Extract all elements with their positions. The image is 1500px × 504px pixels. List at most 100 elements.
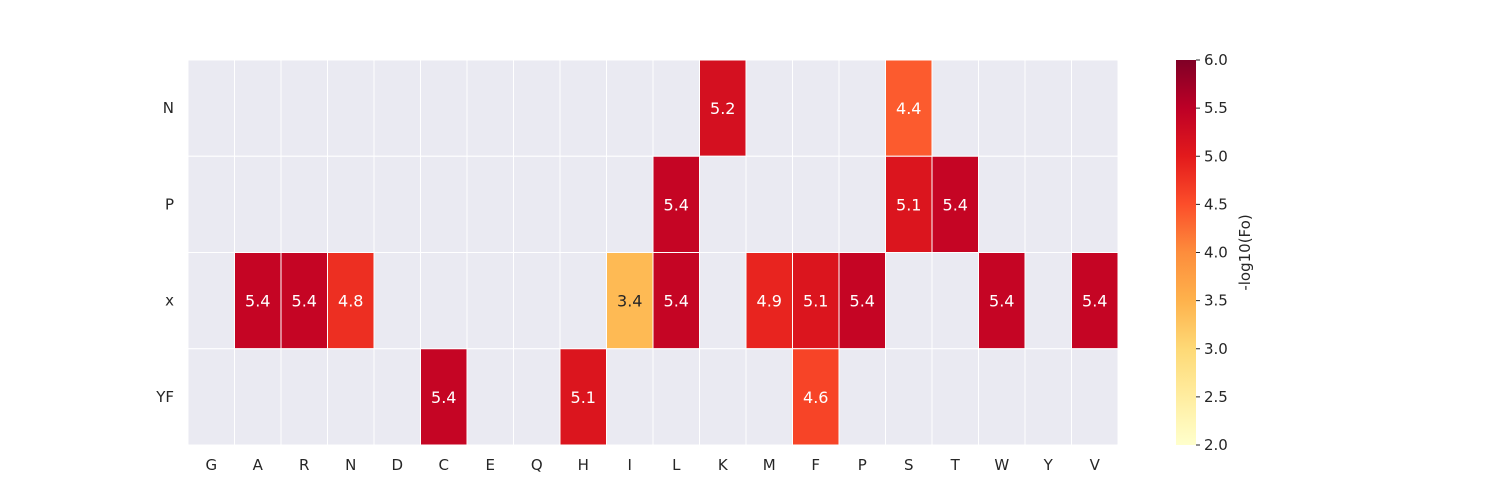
x-tick-label: M — [763, 456, 776, 474]
heatmap-cell-empty — [652, 348, 700, 446]
cell-value-label: 4.8 — [338, 292, 363, 311]
heatmap-cell-empty — [513, 252, 561, 350]
heatmap-cell-empty — [699, 348, 747, 446]
heatmap-cell-empty — [420, 155, 468, 253]
x-tick-label: Y — [1043, 456, 1054, 474]
heatmap-cell — [792, 348, 840, 446]
heatmap-cell-empty — [885, 252, 933, 350]
x-tick-label: T — [950, 456, 961, 474]
cell-value-label: 5.4 — [664, 292, 689, 311]
heatmap-cell-empty — [1024, 252, 1072, 350]
heatmap-cell-empty — [838, 59, 886, 157]
heatmap-cell — [420, 348, 468, 446]
heatmap-cell-empty — [931, 348, 979, 446]
heatmap-cell-empty — [373, 155, 421, 253]
heatmap-cell — [699, 59, 747, 157]
heatmap-cell-empty — [838, 348, 886, 446]
y-axis-ticks: N Px YF — [155, 99, 174, 406]
heatmap-cell — [978, 252, 1026, 350]
cell-value-label: 5.1 — [571, 388, 596, 407]
heatmap-cell-empty — [466, 155, 514, 253]
heatmap-cell-empty — [745, 59, 793, 157]
heatmap-cell-empty — [513, 155, 561, 253]
heatmap-cell-empty — [234, 155, 282, 253]
heatmap-cell-empty — [234, 348, 282, 446]
heatmap-cell-empty — [559, 59, 607, 157]
x-tick-label: D — [391, 456, 403, 474]
colorbar-tick-label: 6.0 — [1204, 51, 1228, 69]
heatmap-cell-empty — [373, 348, 421, 446]
heatmap-cell-empty — [885, 348, 933, 446]
heatmap-cell-empty — [187, 59, 235, 157]
cell-annotations: 5.2 4.4 5.4 5.1 5.4 5.4 5.4 4.8 3.4 5.4 4.9 5.1 5.4 5… — [245, 99, 1107, 407]
heatmap-cell-empty — [745, 348, 793, 446]
y-tick-label: P — [165, 195, 174, 213]
heatmap-cell-empty — [931, 252, 979, 350]
x-tick-label: E — [486, 456, 495, 474]
heatmap-cell-empty — [606, 155, 654, 253]
heatmap-cell-empty — [699, 252, 747, 350]
x-tick-label: P — [858, 456, 867, 474]
heatmap-cell-empty — [978, 155, 1026, 253]
colorbar-tick-label: 4.0 — [1204, 244, 1228, 262]
colorbar-tick-label: 4.5 — [1204, 195, 1228, 213]
y-tick-label: x — [165, 292, 174, 310]
colorbar-ticks: 2.0 2.5 3.0 3.5 4.0 4.5 5.0 5.5 6.0 — [1196, 51, 1228, 454]
heatmap-cell-empty — [838, 155, 886, 253]
cell-value-label: 5.4 — [664, 195, 689, 214]
cell-value-label: 4.9 — [757, 292, 782, 311]
heatmap-cell-empty — [466, 252, 514, 350]
heatmap-cell-empty — [745, 155, 793, 253]
heatmap-cell-empty — [280, 155, 328, 253]
heatmap-cell-empty — [606, 59, 654, 157]
x-tick-label: R — [299, 456, 309, 474]
colorbar-tick-label: 2.5 — [1204, 388, 1228, 406]
heatmap-cell-empty — [652, 59, 700, 157]
heatmap-cell-empty — [327, 59, 375, 157]
x-tick-label: L — [672, 456, 681, 474]
heatmap-cell-empty — [699, 155, 747, 253]
heatmap-cell-empty — [513, 59, 561, 157]
heatmap-cells — [187, 59, 1119, 446]
heatmap-cell-empty — [1024, 155, 1072, 253]
heatmap-cell-empty — [559, 155, 607, 253]
heatmap-cell — [606, 252, 654, 350]
x-tick-label: A — [253, 456, 264, 474]
heatmap-cell-empty — [420, 252, 468, 350]
y-tick-label: YF — [155, 388, 174, 406]
colorbar-bar — [1176, 60, 1196, 445]
heatmap-cell-empty — [931, 59, 979, 157]
cell-value-label: 5.4 — [292, 292, 317, 311]
x-tick-label: H — [578, 456, 589, 474]
cell-value-label: 5.1 — [896, 195, 921, 214]
heatmap-cell — [838, 252, 886, 350]
heatmap-cell-empty — [187, 252, 235, 350]
cell-value-label: 4.6 — [803, 388, 828, 407]
colorbar-tick-label: 2.0 — [1204, 436, 1228, 454]
heatmap-cell-empty — [280, 59, 328, 157]
x-tick-label: S — [904, 456, 914, 474]
cell-value-label: 5.4 — [943, 195, 968, 214]
heatmap-cell-empty — [373, 252, 421, 350]
heatmap-cell — [792, 252, 840, 350]
colorbar-tick-label: 5.0 — [1204, 147, 1228, 165]
heatmap-cell — [885, 59, 933, 157]
x-tick-label: G — [205, 456, 217, 474]
colorbar-tick-label: 3.0 — [1204, 340, 1228, 358]
colorbar-tick-label: 5.5 — [1204, 99, 1228, 117]
heatmap-cell-empty — [373, 59, 421, 157]
heatmap-cell — [652, 155, 700, 253]
heatmap-cell-empty — [280, 348, 328, 446]
x-tick-label: W — [994, 456, 1009, 474]
heatmap-cell-empty — [234, 59, 282, 157]
heatmap-cell — [1071, 252, 1119, 350]
heatmap-cell — [559, 348, 607, 446]
cell-value-label: 3.4 — [617, 292, 642, 311]
heatmap-cell-empty — [559, 252, 607, 350]
heatmap-cell-empty — [420, 59, 468, 157]
x-tick-label: V — [1090, 456, 1101, 474]
heatmap-cell-empty — [1071, 155, 1119, 253]
heatmap-cell-empty — [1071, 59, 1119, 157]
